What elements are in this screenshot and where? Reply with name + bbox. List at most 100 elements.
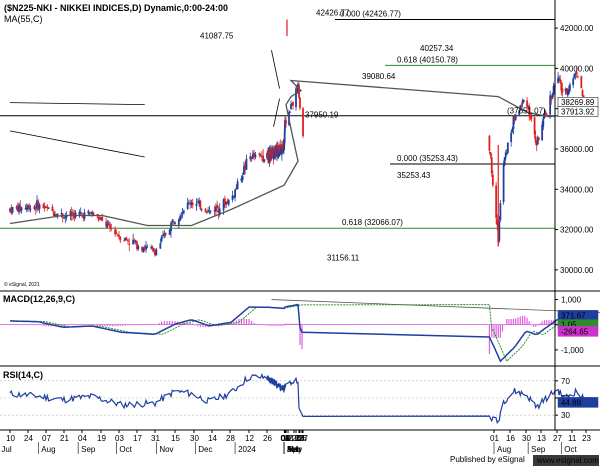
triangle-trend-line [271, 50, 280, 89]
candle-body [118, 234, 120, 237]
candle-body [253, 152, 256, 157]
candle-body [551, 93, 554, 99]
macd-histogram-bar [137, 324, 139, 326]
candle-body [100, 217, 102, 220]
macd-histogram-bar [548, 320, 550, 325]
candle-body [243, 166, 245, 175]
candle-body [141, 246, 144, 252]
date-day-label: 20 [292, 434, 301, 443]
rsi-grid [0, 380, 555, 416]
candle-body [136, 241, 138, 250]
candle-body [489, 152, 492, 156]
macd-histogram-bar [289, 323, 291, 325]
copyright-text: © eSignal, 2021 [4, 281, 40, 288]
candle-body [92, 212, 95, 216]
date-month-label: Oct [119, 445, 132, 454]
candle-body [171, 220, 174, 223]
candle-body [560, 83, 563, 91]
candle-body [296, 87, 298, 92]
macd-histogram-bar [204, 324, 207, 328]
macd-histogram-bar [71, 324, 73, 325]
candle-body [225, 201, 228, 205]
rsi-tick-label: 30 [561, 411, 570, 420]
candle-body [60, 212, 63, 215]
macd-histogram-bar [284, 323, 286, 325]
candle-body [195, 203, 198, 207]
date-day-label: 13 [537, 434, 546, 443]
macd-histogram-bar [519, 316, 521, 325]
macd-histogram-bar [295, 323, 297, 325]
candle-body [137, 246, 140, 250]
macd-histogram-bar [96, 324, 98, 326]
candle-body [565, 88, 568, 94]
macd-histogram-bar [550, 320, 552, 325]
price-annotation-label: (37651.07) [507, 107, 546, 116]
macd-histogram-bar [132, 324, 134, 326]
candle-body [207, 210, 210, 212]
candle-body [146, 246, 149, 248]
date-day-label: 03 [115, 434, 124, 443]
candle-body [110, 227, 113, 229]
candle-body [177, 219, 180, 225]
price-annotation-label: 42426.77 [316, 9, 350, 18]
rsi-panel: RSI(14,C) [0, 370, 587, 424]
date-month-label: Aug [497, 445, 511, 454]
macd-histogram-bar [524, 315, 526, 325]
candle-body [18, 204, 20, 213]
candle-body [503, 157, 506, 166]
candle-body [223, 198, 226, 206]
macd-histogram-bar [528, 321, 530, 325]
candle-body [506, 142, 509, 153]
candle-body [182, 210, 185, 213]
candle-body [575, 71, 578, 75]
macd-histogram-bar [189, 322, 191, 325]
date-month-label: Apr [287, 445, 300, 454]
candle-body [557, 77, 559, 83]
candle-body [260, 155, 263, 158]
candle-body [209, 210, 212, 212]
macd-histogram-bar [89, 324, 91, 325]
candle-body [34, 207, 37, 210]
candle-body [580, 76, 583, 89]
candle-body [115, 232, 118, 235]
price-tick-label: 40000.00 [560, 64, 594, 73]
macd-histogram-bar [101, 324, 103, 327]
price-value-tag-bg [557, 106, 599, 117]
date-day-label: 10 [6, 434, 15, 443]
channel-trend-line [9, 102, 145, 106]
candle-body [236, 181, 239, 190]
candle-body [174, 222, 176, 224]
candle-body [151, 246, 154, 249]
candle-body [534, 136, 537, 143]
candle-body [119, 236, 122, 241]
date-day-label: 26 [263, 434, 272, 443]
candle-body [564, 88, 567, 92]
candle-body [574, 73, 577, 75]
macd-histogram [9, 315, 586, 354]
channel-trend-line [9, 130, 145, 158]
candle-body [79, 212, 82, 214]
price-trendlines [9, 50, 280, 158]
candle-body [70, 211, 73, 216]
date-month-label: Sep [531, 445, 546, 454]
date-day-label: 27 [553, 434, 562, 443]
macd-histogram-bar [192, 323, 194, 325]
candle-body [244, 164, 247, 169]
macd-histogram-bar [58, 324, 60, 327]
published-by-text: Published by eSignal [450, 455, 525, 464]
candle-body [145, 245, 147, 250]
price-annotation-label: 35253.43 [397, 171, 431, 180]
candle-body [164, 232, 167, 235]
candle-body [47, 207, 50, 209]
candle-body [52, 211, 55, 216]
macd-histogram-bar [142, 324, 145, 326]
candle-body [533, 117, 536, 135]
candle-body [535, 141, 538, 146]
date-month-label: Jul [1, 445, 11, 454]
macd-histogram-bar [493, 324, 495, 338]
macd-histogram-bar [301, 324, 303, 350]
date-month-label: May [287, 445, 302, 454]
macd-histogram-bar [163, 321, 165, 325]
candle-body [537, 137, 540, 141]
